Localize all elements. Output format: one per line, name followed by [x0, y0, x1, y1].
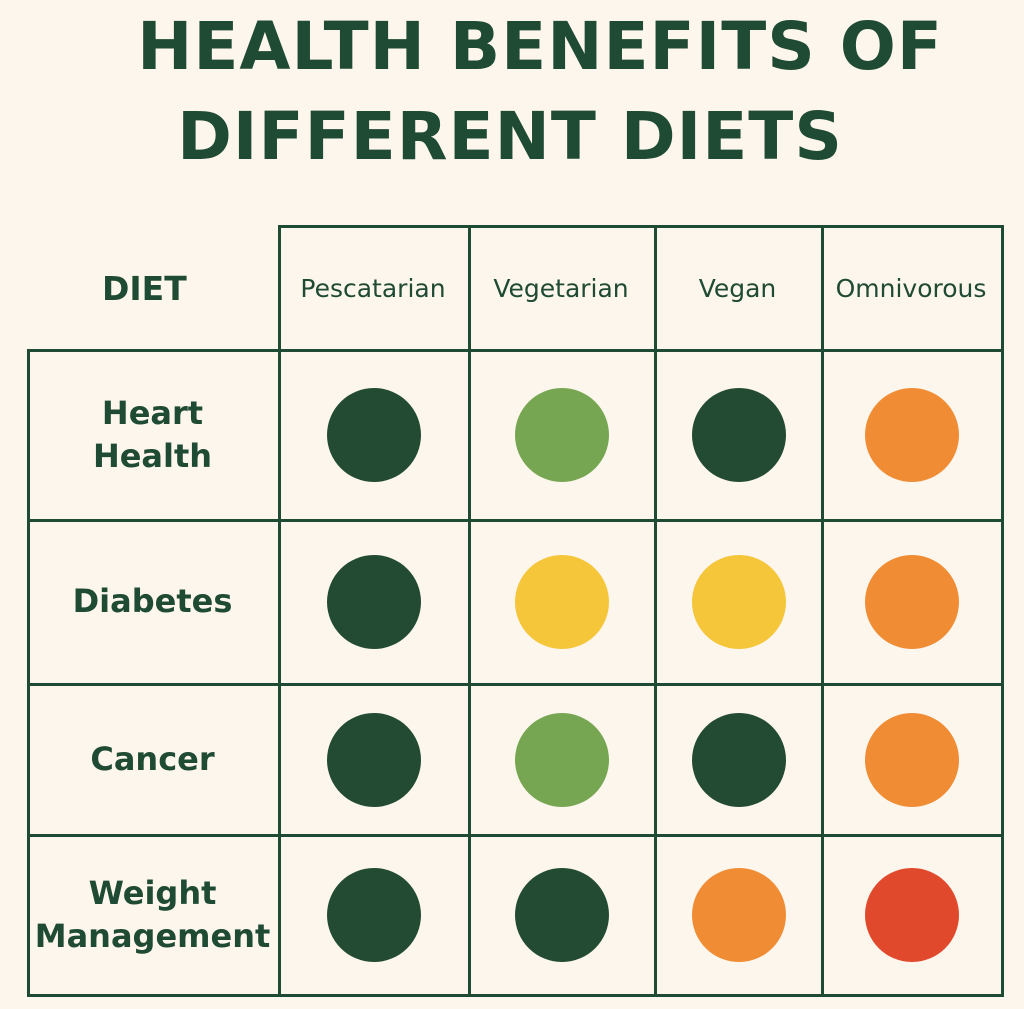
row-label: Diabetes — [72, 582, 233, 621]
grid-line — [278, 225, 1004, 228]
grid-line — [27, 834, 1004, 837]
grid-line — [654, 349, 657, 997]
rating-dot-dark-green — [691, 712, 786, 807]
grid-line — [278, 349, 281, 997]
row-label: Cancer — [90, 739, 215, 778]
rating-dot-dark-green — [515, 868, 609, 962]
rating-dot-dark-green — [327, 555, 421, 649]
column-header: Vegan — [698, 274, 777, 303]
grid-line — [27, 519, 1004, 522]
rating-dot-yellow — [515, 555, 609, 649]
grid-line — [468, 225, 471, 349]
rating-dot-orange — [865, 388, 959, 482]
rating-dot-dark-green — [327, 868, 421, 962]
rating-dot-orange — [865, 712, 959, 807]
chart-title-line-1: HEALTH BENEFITS OF — [137, 8, 943, 85]
rating-dot-red — [865, 868, 959, 962]
grid-line — [821, 225, 824, 349]
column-header: Vegetarian — [493, 274, 629, 303]
rating-dot-dark-green — [327, 388, 421, 482]
column-header: Omnivorous — [835, 274, 987, 303]
grid-line — [1001, 349, 1004, 997]
rating-dot-orange — [865, 555, 959, 649]
column-header: Pescatarian — [300, 274, 446, 303]
rating-dot-light-green — [515, 388, 609, 482]
chart-title-line-2: DIFFERENT DIETS — [177, 98, 843, 175]
rating-dot-dark-green — [691, 388, 786, 482]
rating-dot-orange — [691, 868, 786, 962]
grid-line — [27, 683, 1004, 686]
rating-dot-yellow — [691, 555, 786, 649]
grid-line — [27, 994, 1004, 997]
row-label: Heart Health — [92, 393, 213, 475]
rating-dot-dark-green — [327, 712, 421, 807]
grid-line — [278, 225, 281, 349]
row-label: Weight Management — [34, 873, 271, 955]
grid-line — [1001, 225, 1004, 349]
grid-line — [27, 349, 30, 997]
grid-line — [821, 349, 824, 997]
rating-dot-light-green — [515, 712, 609, 807]
grid-line — [468, 349, 471, 997]
grid-line — [27, 349, 1004, 352]
grid-line — [654, 225, 657, 349]
diet-header-label: DIET — [102, 269, 187, 308]
